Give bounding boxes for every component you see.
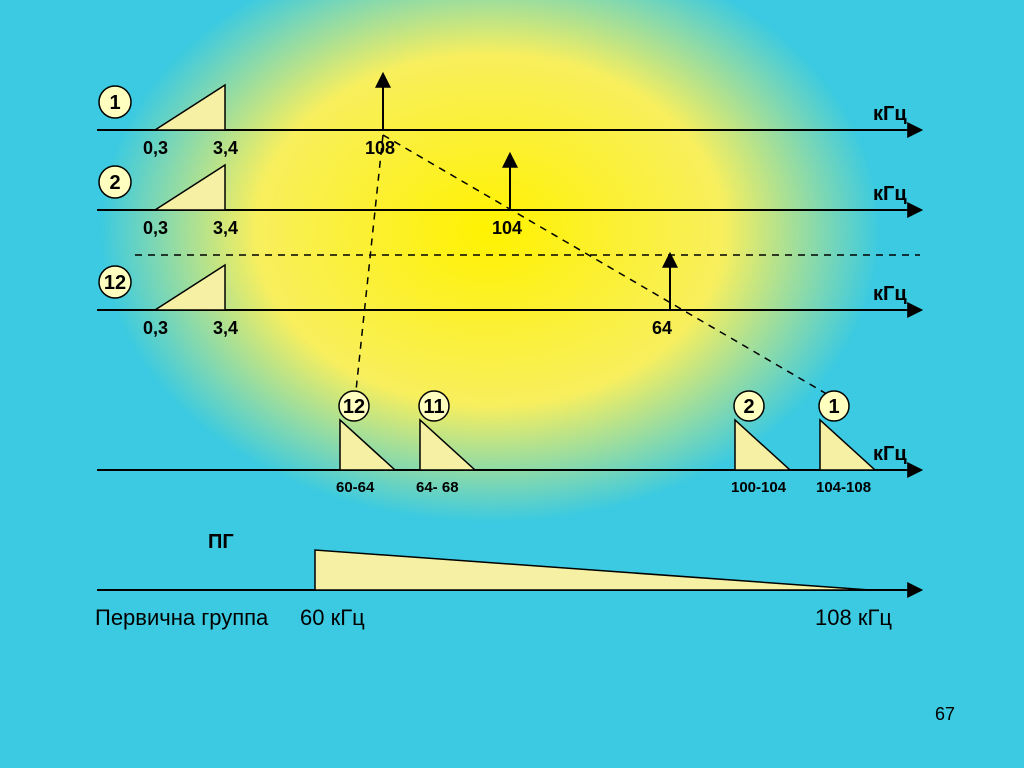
band-range: 64- 68 [416, 479, 459, 496]
band-range: 104-108 [816, 479, 871, 496]
band-range: 60-64 [336, 479, 375, 496]
freq-high: 3,4 [213, 318, 238, 338]
svg-text:2: 2 [743, 396, 754, 418]
freq-low: 0,3 [143, 318, 168, 338]
pg-freq-high: 108 кГц [815, 605, 892, 630]
freq-high: 3,4 [213, 218, 238, 238]
svg-text:12: 12 [343, 396, 365, 418]
svg-text:1: 1 [828, 396, 839, 418]
axis-unit: кГц [873, 103, 907, 125]
carrier-label: 108 [365, 138, 395, 158]
freq-low: 0,3 [143, 138, 168, 158]
pg-freq-low: 60 кГц [300, 605, 365, 630]
channel-badge-12: 12 [99, 266, 131, 298]
result-badge-2: 2 [734, 391, 764, 421]
result-badge-1: 1 [819, 391, 849, 421]
channel-badge-2: 2 [99, 166, 131, 198]
channel-badge-1: 1 [99, 86, 131, 118]
axis-unit: кГц [873, 283, 907, 305]
primary-group-label: Первична группа [95, 605, 269, 630]
freq-high: 3,4 [213, 138, 238, 158]
carrier-label: 104 [492, 218, 522, 238]
svg-text:11: 11 [423, 396, 444, 418]
result-badge-11: 11 [419, 391, 449, 421]
carrier-label: 64 [652, 318, 672, 338]
result-badge-12: 12 [339, 391, 369, 421]
axis-unit: кГц [873, 443, 907, 465]
svg-text:12: 12 [104, 272, 126, 294]
band-range: 100-104 [731, 479, 787, 496]
axis-unit: кГц [873, 183, 907, 205]
svg-text:1: 1 [109, 92, 120, 114]
svg-text:2: 2 [109, 172, 120, 194]
slide-number: 67 [935, 704, 955, 724]
pg-label: ПГ [208, 531, 234, 553]
freq-low: 0,3 [143, 218, 168, 238]
